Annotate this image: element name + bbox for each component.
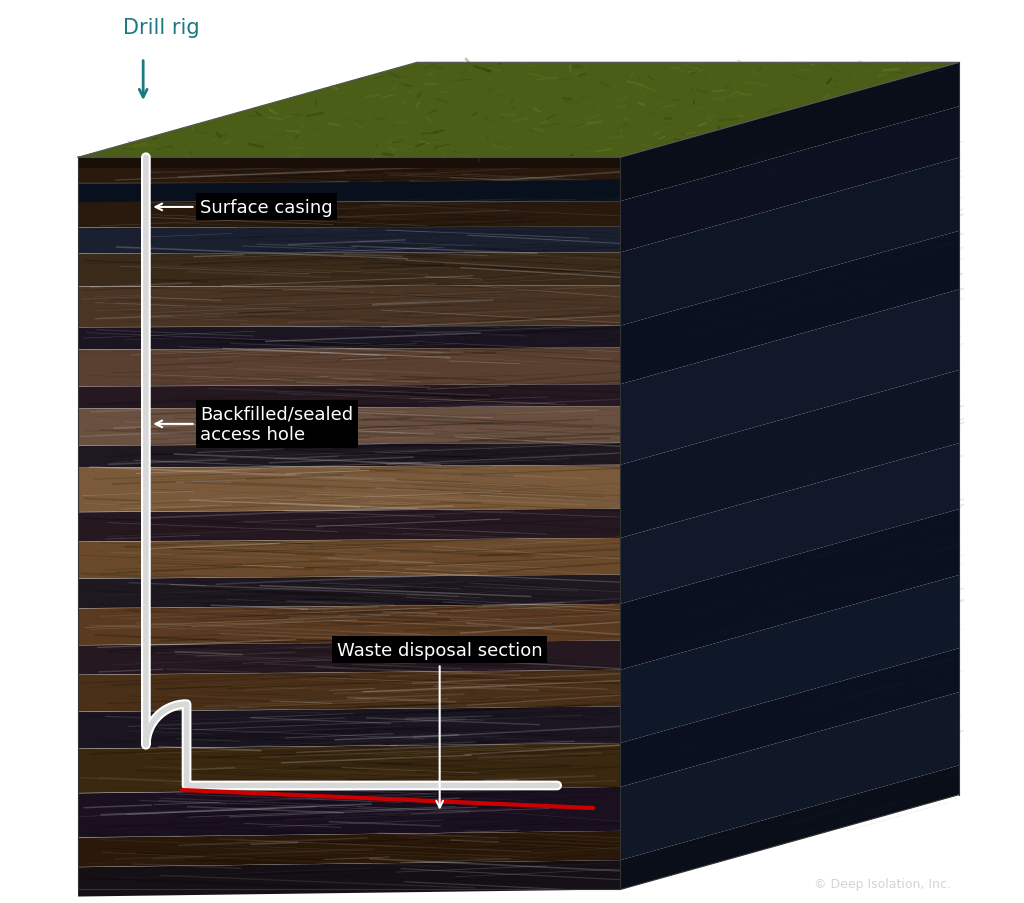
Polygon shape: [621, 766, 959, 889]
Text: © Deep Isolation, Inc.: © Deep Isolation, Inc.: [813, 877, 950, 889]
Text: Waste disposal section: Waste disposal section: [337, 641, 543, 659]
Polygon shape: [78, 706, 621, 749]
Polygon shape: [78, 465, 621, 512]
Polygon shape: [78, 670, 621, 712]
Polygon shape: [78, 604, 621, 646]
Polygon shape: [78, 509, 621, 542]
Polygon shape: [78, 228, 621, 254]
Polygon shape: [78, 158, 621, 183]
Polygon shape: [621, 575, 959, 743]
Polygon shape: [621, 290, 959, 465]
Polygon shape: [78, 831, 621, 867]
Polygon shape: [621, 107, 959, 253]
Text: Backfilled/sealed
access hole: Backfilled/sealed access hole: [200, 405, 353, 443]
Polygon shape: [621, 648, 959, 787]
Polygon shape: [78, 743, 621, 793]
Polygon shape: [78, 861, 621, 897]
Polygon shape: [621, 693, 959, 861]
Polygon shape: [78, 349, 621, 386]
Polygon shape: [78, 326, 621, 350]
Polygon shape: [621, 509, 959, 670]
Polygon shape: [78, 202, 621, 228]
Polygon shape: [621, 443, 959, 604]
Polygon shape: [621, 63, 959, 202]
Polygon shape: [621, 158, 959, 326]
Text: Drill rig: Drill rig: [123, 18, 200, 38]
Polygon shape: [621, 370, 959, 538]
Polygon shape: [78, 575, 621, 609]
Polygon shape: [78, 158, 621, 169]
Polygon shape: [78, 183, 621, 202]
Polygon shape: [78, 286, 621, 328]
Polygon shape: [78, 406, 621, 446]
Polygon shape: [78, 443, 621, 468]
Polygon shape: [78, 385, 621, 409]
Polygon shape: [78, 63, 959, 158]
Polygon shape: [78, 253, 621, 287]
Text: Surface casing: Surface casing: [200, 199, 333, 217]
Polygon shape: [78, 181, 621, 203]
Polygon shape: [78, 787, 621, 837]
Polygon shape: [78, 641, 621, 675]
Polygon shape: [78, 538, 621, 579]
Polygon shape: [621, 231, 959, 385]
